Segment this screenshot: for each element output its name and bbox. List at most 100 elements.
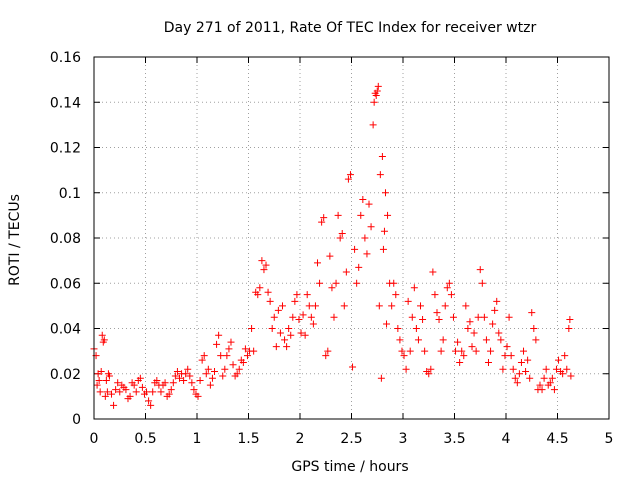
data-point bbox=[299, 311, 307, 319]
data-point bbox=[370, 98, 378, 106]
data-point bbox=[169, 379, 177, 387]
data-point bbox=[375, 302, 383, 310]
data-point bbox=[98, 331, 106, 339]
data-point bbox=[112, 386, 120, 394]
data-point bbox=[456, 358, 464, 366]
data-point bbox=[206, 381, 214, 389]
data-point bbox=[175, 374, 183, 382]
data-point bbox=[96, 388, 104, 396]
data-point bbox=[270, 313, 278, 321]
data-point bbox=[184, 365, 192, 373]
data-point bbox=[439, 336, 447, 344]
data-point bbox=[419, 315, 427, 323]
x-tick-label: 2.5 bbox=[340, 431, 362, 447]
data-point bbox=[466, 318, 474, 326]
data-point bbox=[344, 175, 352, 183]
data-point bbox=[417, 302, 425, 310]
data-point bbox=[408, 313, 416, 321]
data-point bbox=[274, 306, 282, 314]
data-point bbox=[309, 320, 317, 328]
data-point bbox=[303, 291, 311, 299]
data-point bbox=[433, 309, 441, 317]
data-point bbox=[383, 320, 391, 328]
data-point bbox=[208, 374, 216, 382]
data-point bbox=[489, 320, 497, 328]
data-point bbox=[530, 325, 538, 332]
data-point bbox=[449, 313, 457, 321]
data-point bbox=[318, 218, 326, 226]
data-point bbox=[509, 365, 517, 373]
data-point bbox=[262, 261, 270, 269]
data-point bbox=[379, 245, 387, 253]
data-point bbox=[97, 367, 105, 375]
data-point bbox=[454, 338, 462, 346]
data-point bbox=[524, 356, 532, 364]
data-point bbox=[507, 352, 515, 360]
data-point bbox=[388, 302, 396, 310]
data-point bbox=[402, 365, 410, 373]
y-tick-label: 0 bbox=[72, 412, 81, 428]
y-tick-label: 0.02 bbox=[50, 367, 81, 383]
data-point bbox=[258, 257, 266, 265]
data-point bbox=[336, 234, 344, 242]
data-point bbox=[266, 297, 274, 305]
data-point bbox=[346, 171, 354, 179]
data-point bbox=[548, 374, 556, 382]
data-point bbox=[272, 343, 280, 351]
data-point bbox=[365, 200, 373, 208]
data-point bbox=[376, 171, 384, 179]
data-point bbox=[102, 377, 110, 385]
data-point bbox=[505, 313, 513, 321]
data-points bbox=[90, 82, 575, 409]
data-point bbox=[326, 252, 334, 260]
data-point bbox=[260, 266, 268, 274]
data-point bbox=[320, 214, 328, 222]
data-point bbox=[132, 388, 140, 396]
data-point bbox=[122, 386, 130, 394]
data-point bbox=[445, 279, 453, 287]
y-tick-label: 0.1 bbox=[59, 186, 81, 202]
data-point bbox=[100, 336, 108, 344]
data-point bbox=[384, 211, 392, 219]
data-point bbox=[480, 313, 488, 321]
data-point bbox=[431, 291, 439, 299]
data-point bbox=[520, 347, 528, 355]
data-point bbox=[396, 336, 404, 344]
data-point bbox=[297, 329, 305, 337]
data-point bbox=[332, 279, 340, 287]
data-point bbox=[484, 358, 492, 366]
y-tick-label: 0.12 bbox=[50, 141, 81, 157]
data-point bbox=[566, 315, 574, 323]
x-tick-label: 3.5 bbox=[443, 431, 465, 447]
data-point bbox=[400, 352, 408, 360]
data-point bbox=[369, 121, 377, 129]
data-point bbox=[425, 370, 433, 378]
y-tick-label: 0.14 bbox=[50, 95, 81, 111]
data-point bbox=[565, 325, 573, 332]
data-point bbox=[468, 343, 476, 351]
data-point bbox=[316, 279, 324, 287]
data-point bbox=[342, 268, 350, 276]
data-point bbox=[250, 347, 258, 355]
data-point bbox=[173, 367, 181, 375]
y-tick-label: 0.06 bbox=[50, 276, 81, 292]
data-point bbox=[324, 347, 332, 355]
data-point bbox=[264, 288, 272, 296]
data-point bbox=[198, 356, 206, 364]
data-point bbox=[295, 315, 303, 323]
data-point bbox=[435, 315, 443, 323]
data-point bbox=[161, 379, 169, 387]
data-point bbox=[143, 388, 151, 396]
data-point bbox=[552, 365, 560, 373]
data-point bbox=[328, 284, 336, 292]
data-point bbox=[204, 365, 212, 373]
data-point bbox=[338, 229, 346, 237]
data-point bbox=[501, 352, 509, 360]
data-point bbox=[458, 347, 466, 355]
data-point bbox=[215, 331, 223, 339]
data-point bbox=[427, 365, 435, 373]
data-point bbox=[561, 352, 569, 360]
data-point bbox=[334, 211, 342, 219]
data-point bbox=[464, 325, 472, 332]
